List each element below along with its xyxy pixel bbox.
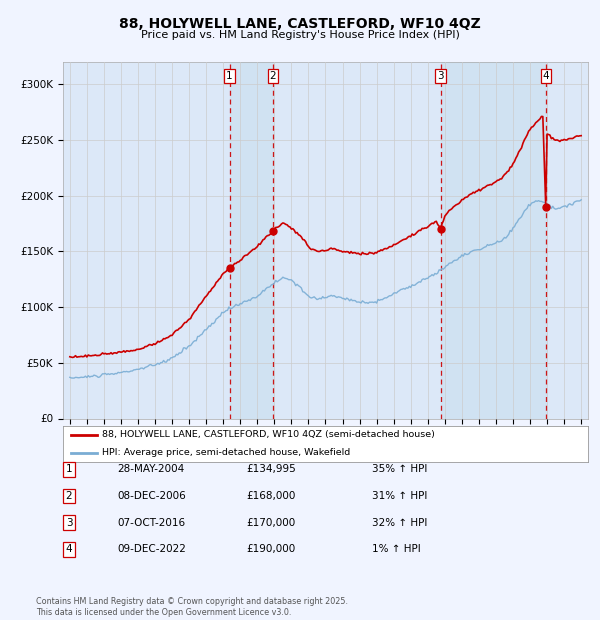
- Text: 88, HOLYWELL LANE, CASTLEFORD, WF10 4QZ: 88, HOLYWELL LANE, CASTLEFORD, WF10 4QZ: [119, 17, 481, 31]
- Text: £168,000: £168,000: [246, 491, 295, 501]
- Text: 35% ↑ HPI: 35% ↑ HPI: [372, 464, 427, 474]
- Text: 2: 2: [269, 71, 277, 81]
- Text: 07-OCT-2016: 07-OCT-2016: [117, 518, 185, 528]
- Text: 28-MAY-2004: 28-MAY-2004: [117, 464, 184, 474]
- Text: £134,995: £134,995: [246, 464, 296, 474]
- Bar: [230, 62, 273, 419]
- Text: 1: 1: [65, 464, 73, 474]
- Text: 32% ↑ HPI: 32% ↑ HPI: [372, 518, 427, 528]
- Text: 3: 3: [437, 71, 444, 81]
- Text: £170,000: £170,000: [246, 518, 295, 528]
- Text: 3: 3: [65, 518, 73, 528]
- Text: Price paid vs. HM Land Registry's House Price Index (HPI): Price paid vs. HM Land Registry's House …: [140, 30, 460, 40]
- Text: 31% ↑ HPI: 31% ↑ HPI: [372, 491, 427, 501]
- Text: 09-DEC-2022: 09-DEC-2022: [117, 544, 186, 554]
- Bar: [440, 62, 546, 419]
- Text: 1% ↑ HPI: 1% ↑ HPI: [372, 544, 421, 554]
- Text: Contains HM Land Registry data © Crown copyright and database right 2025.
This d: Contains HM Land Registry data © Crown c…: [36, 598, 348, 617]
- Text: £190,000: £190,000: [246, 544, 295, 554]
- Text: 88, HOLYWELL LANE, CASTLEFORD, WF10 4QZ (semi-detached house): 88, HOLYWELL LANE, CASTLEFORD, WF10 4QZ …: [103, 430, 435, 440]
- Text: 2: 2: [65, 491, 73, 501]
- Text: 4: 4: [65, 544, 73, 554]
- Text: 08-DEC-2006: 08-DEC-2006: [117, 491, 186, 501]
- Text: 4: 4: [542, 71, 549, 81]
- Text: HPI: Average price, semi-detached house, Wakefield: HPI: Average price, semi-detached house,…: [103, 448, 350, 458]
- Text: 1: 1: [226, 71, 233, 81]
